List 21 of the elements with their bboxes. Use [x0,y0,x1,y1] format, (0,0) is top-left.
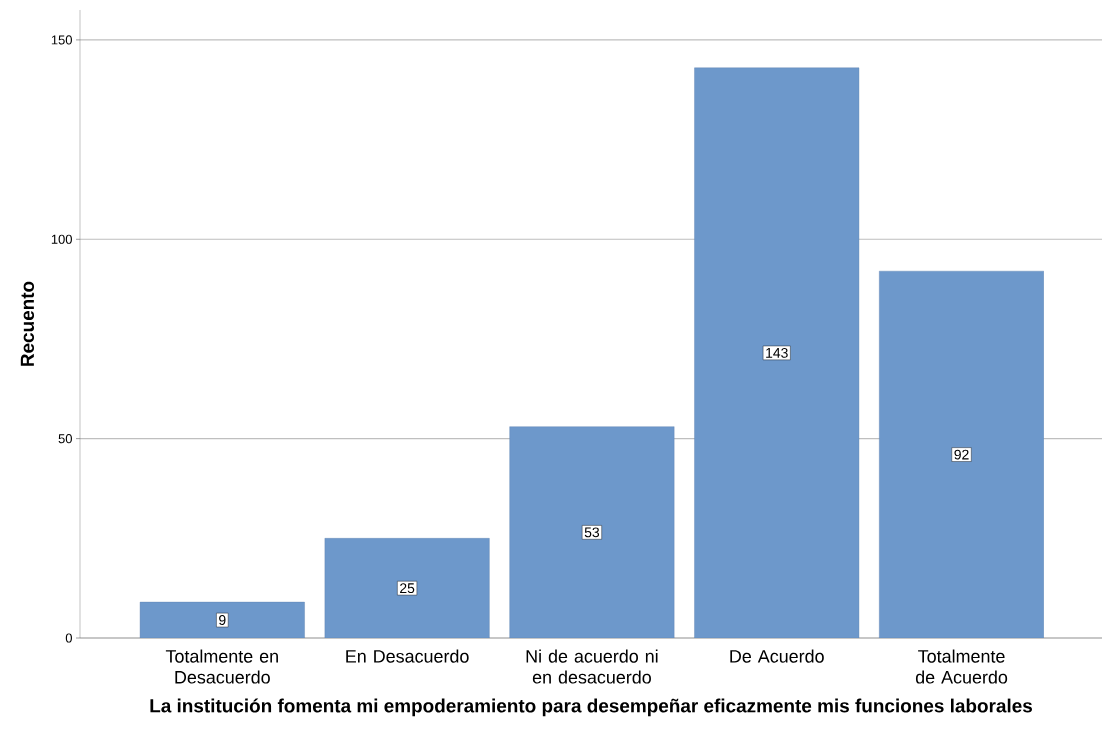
data-label: 53 [584,527,600,538]
bar [324,538,490,638]
y-tick-label: 100 [51,234,72,244]
x-tick-label: De Acuerdo [730,649,824,663]
x-tick-label: Totalmente en Desacuerdo [165,649,278,684]
data-label: 25 [400,583,415,594]
x-tick-label: Ni de acuerdo ni en desacuerdo [526,649,658,684]
y-tick-label: 50 [58,434,72,444]
data-label: 9 [219,615,226,625]
x-tick-label: Totalmente de Acuerdo [915,649,1008,684]
bar [879,270,1044,638]
bar [139,601,305,638]
y-tick-label: 150 [51,35,72,45]
x-axis-title: La institución fomenta mi empoderamiento para desempeñar eficazmente mis funciones laborales [150,698,1032,717]
data-label: 143 [766,347,788,358]
bar [694,67,860,638]
x-tick-label: En Desacuerdo [346,649,469,663]
y-tick-label: 0 [65,633,72,643]
bar [509,426,675,638]
data-label: 92 [954,449,969,460]
y-axis-title: Recuento [20,281,35,366]
